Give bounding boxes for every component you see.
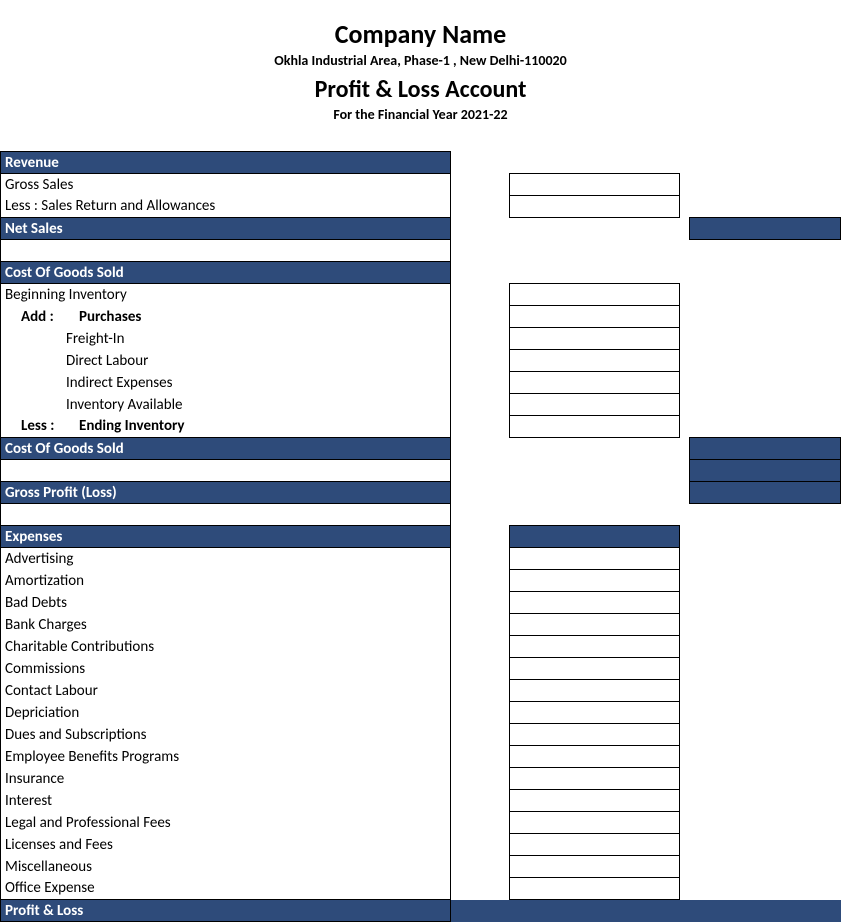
company-address: Okhla Industrial Area, Phase-1 , New Del… — [0, 52, 841, 69]
expense-row-label: Legal and Professional Fees — [1, 812, 451, 834]
expense-row-value — [510, 548, 680, 570]
expense-row-label: Contact Labour — [1, 680, 451, 702]
profit-loss-table: RevenueGross SalesLess : Sales Return an… — [0, 151, 841, 922]
expense-row-label: Miscellaneous — [1, 856, 451, 878]
cogs-total-value — [690, 438, 841, 460]
section-revenue-header: Revenue — [1, 152, 451, 174]
gross-profit-header: Gross Profit (Loss) — [1, 482, 451, 504]
cogs-row-label: Inventory Available — [1, 394, 451, 416]
expense-row-label: Insurance — [1, 768, 451, 790]
cogs-row-label: Indirect Expenses — [1, 372, 451, 394]
cogs-row-value — [510, 284, 680, 306]
section-expenses-header: Expenses — [1, 526, 451, 548]
expense-row-value — [510, 856, 680, 878]
gross-profit-value — [690, 482, 841, 504]
expense-row-label: Bad Debts — [1, 592, 451, 614]
cogs-row-label: Less :Ending Inventory — [1, 416, 451, 438]
expense-row-value — [510, 636, 680, 658]
expense-row-label: Commissions — [1, 658, 451, 680]
cogs-row-value — [510, 394, 680, 416]
cogs-total-header: Cost Of Goods Sold — [1, 438, 451, 460]
cogs-row-label: Beginning Inventory — [1, 284, 451, 306]
cogs-row-label: Direct Labour — [1, 350, 451, 372]
revenue-row-label: Less : Sales Return and Allowances — [1, 196, 451, 218]
expense-row-value — [510, 768, 680, 790]
expense-row-label: Licenses and Fees — [1, 834, 451, 856]
report-title: Profit & Loss Account — [0, 75, 841, 104]
report-header: Company Name Okhla Industrial Area, Phas… — [0, 0, 841, 133]
expense-row-value — [510, 658, 680, 680]
expense-row-label: Dues and Subscriptions — [1, 724, 451, 746]
cogs-row-value — [510, 350, 680, 372]
revenue-row-label: Gross Sales — [1, 174, 451, 196]
expense-row-label: Amortization — [1, 570, 451, 592]
expense-row-value — [510, 834, 680, 856]
cogs-row-label: Freight-In — [1, 328, 451, 350]
expense-row-value — [510, 702, 680, 724]
expense-row-value — [510, 812, 680, 834]
expense-row-value — [510, 570, 680, 592]
cogs-row-value — [510, 328, 680, 350]
expense-row-value — [510, 878, 680, 900]
revenue-row-value — [510, 196, 680, 218]
expense-row-value — [510, 746, 680, 768]
cogs-row-value — [510, 372, 680, 394]
expense-row-label: Charitable Contributions — [1, 636, 451, 658]
expense-row-label: Interest — [1, 790, 451, 812]
expense-row-label: Employee Benefits Programs — [1, 746, 451, 768]
expense-row-label: Advertising — [1, 548, 451, 570]
company-name: Company Name — [0, 18, 841, 50]
expense-row-label: Bank Charges — [1, 614, 451, 636]
profit-loss-header: Profit & Loss — [1, 900, 451, 922]
cogs-row-value — [510, 306, 680, 328]
expense-row-value — [510, 724, 680, 746]
expense-row-label: Office Expense — [1, 878, 451, 900]
section-cogs-header: Cost Of Goods Sold — [1, 262, 451, 284]
cogs-row-value — [510, 416, 680, 438]
net-sales-header: Net Sales — [1, 218, 451, 240]
expense-row-label: Depriciation — [1, 702, 451, 724]
expense-row-value — [510, 790, 680, 812]
expense-row-value — [510, 614, 680, 636]
net-sales-value — [690, 218, 841, 240]
expense-row-value — [510, 680, 680, 702]
report-period: For the Financial Year 2021-22 — [0, 106, 841, 123]
expenses-header-col — [510, 526, 680, 548]
revenue-row-value — [510, 174, 680, 196]
cogs-row-label: Add :Purchases — [1, 306, 451, 328]
expense-row-value — [510, 592, 680, 614]
